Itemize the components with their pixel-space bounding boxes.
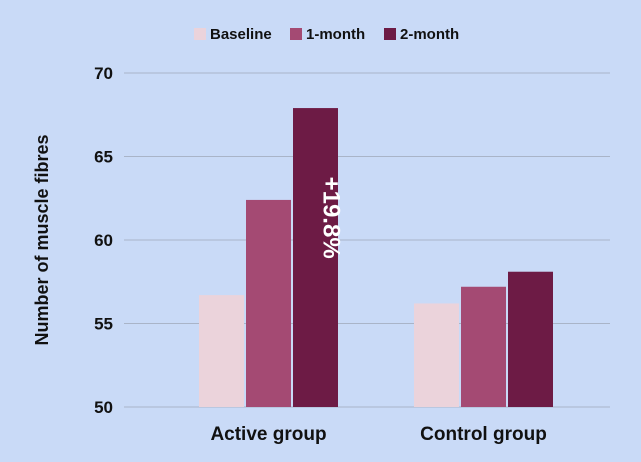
legend-label: 2-month: [400, 26, 459, 43]
bar-1-month-active-group: [246, 200, 291, 407]
y-tick-label: 70: [94, 64, 113, 83]
bar-1-month-control-group: [461, 287, 506, 407]
bar-2-month-control-group: [508, 272, 553, 407]
legend-swatch: [194, 28, 206, 40]
x-category-label: Control group: [420, 424, 547, 445]
x-category-label: Active group: [210, 424, 326, 445]
bar-baseline-active-group: [199, 295, 244, 407]
bar-baseline-control-group: [414, 303, 459, 407]
y-tick-label: 65: [94, 148, 113, 167]
legend-swatch: [384, 28, 396, 40]
y-tick-label: 60: [94, 231, 113, 250]
bars: +19.8%: [199, 108, 553, 407]
legend-swatch: [290, 28, 302, 40]
x-axis-categories: Active group Control group: [210, 424, 546, 445]
y-tick-label: 50: [94, 398, 113, 417]
y-tick-label: 55: [94, 315, 113, 334]
legend: Baseline 1-month 2-month: [194, 26, 459, 43]
y-axis-ticks: 50 55 60 65 70: [94, 64, 113, 417]
y-axis-label: Number of muscle fibres: [32, 134, 52, 345]
legend-label: 1-month: [306, 26, 365, 43]
bar-annotation: +19.8%: [318, 177, 345, 259]
legend-label: Baseline: [210, 26, 272, 43]
